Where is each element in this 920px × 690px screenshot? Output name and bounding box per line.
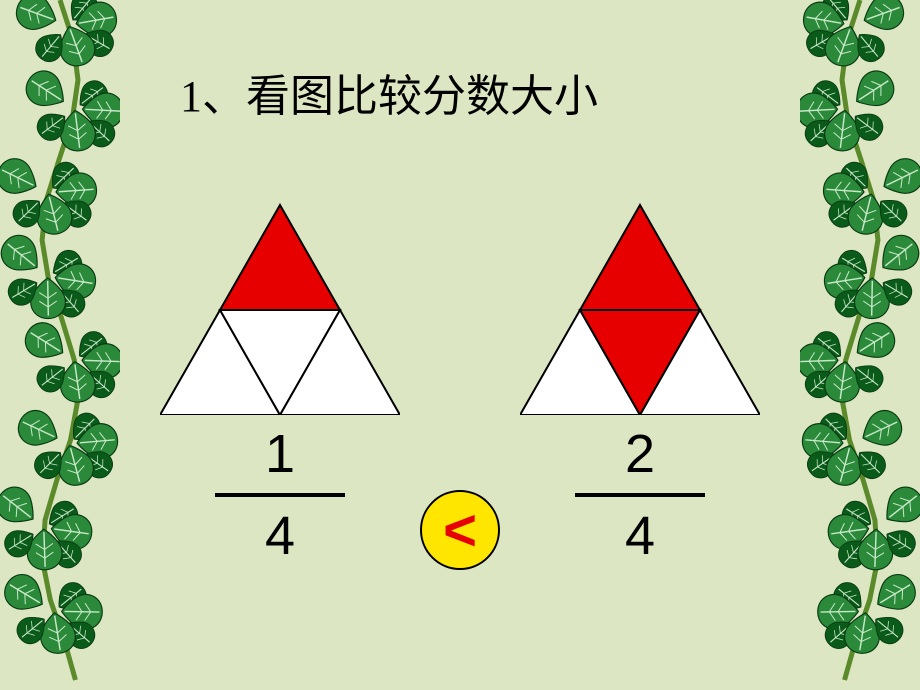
right-denominator: 4	[625, 505, 655, 567]
left-figure: 1 4	[160, 200, 400, 567]
right-fraction: 2 4	[575, 423, 705, 567]
comparator-symbol: <	[443, 497, 477, 564]
right-figure: 2 4	[520, 200, 760, 567]
left-triangle	[160, 200, 400, 415]
left-denominator: 4	[265, 505, 295, 567]
right-triangle	[520, 200, 760, 415]
right-fraction-bar	[575, 493, 705, 497]
page-title: 1、看图比较分数大小	[180, 60, 598, 124]
comparator-circle: <	[420, 490, 500, 570]
left-numerator: 1	[265, 423, 295, 485]
right-numerator: 2	[625, 423, 655, 485]
left-fraction-bar	[215, 493, 345, 497]
left-fraction: 1 4	[215, 423, 345, 567]
